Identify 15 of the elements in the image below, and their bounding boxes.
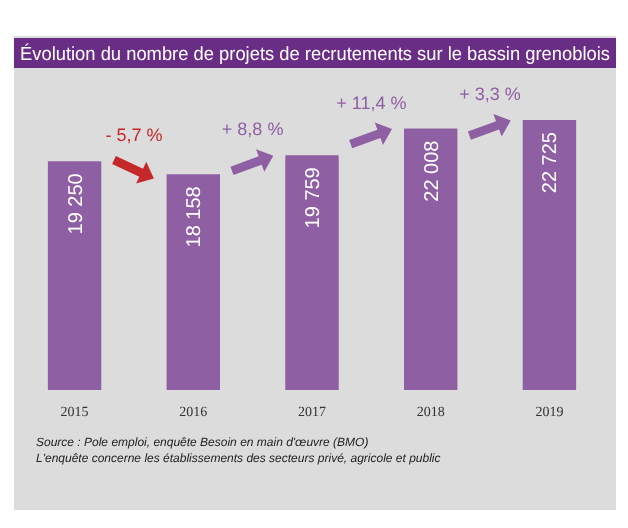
data-label: 19 250	[65, 172, 88, 235]
data-label: 22 008	[421, 139, 444, 202]
data-label: 19 759	[303, 166, 325, 229]
text: + 11,4 %	[336, 92, 407, 113]
data-label: 22 725	[540, 131, 563, 194]
bar	[522, 120, 577, 390]
bar	[404, 128, 458, 390]
bar	[285, 155, 339, 390]
annotation: + 8,8 %	[221, 119, 284, 140]
data-label: 18 158	[184, 185, 207, 248]
annotation: - 5,7 %	[105, 125, 163, 146]
bar	[166, 174, 220, 390]
text: + 3,3 %	[459, 84, 521, 104]
chart-title: Évolution du nombre de projets de recrutements sur le bassin grenoblois	[20, 42, 628, 66]
bar	[47, 161, 102, 390]
